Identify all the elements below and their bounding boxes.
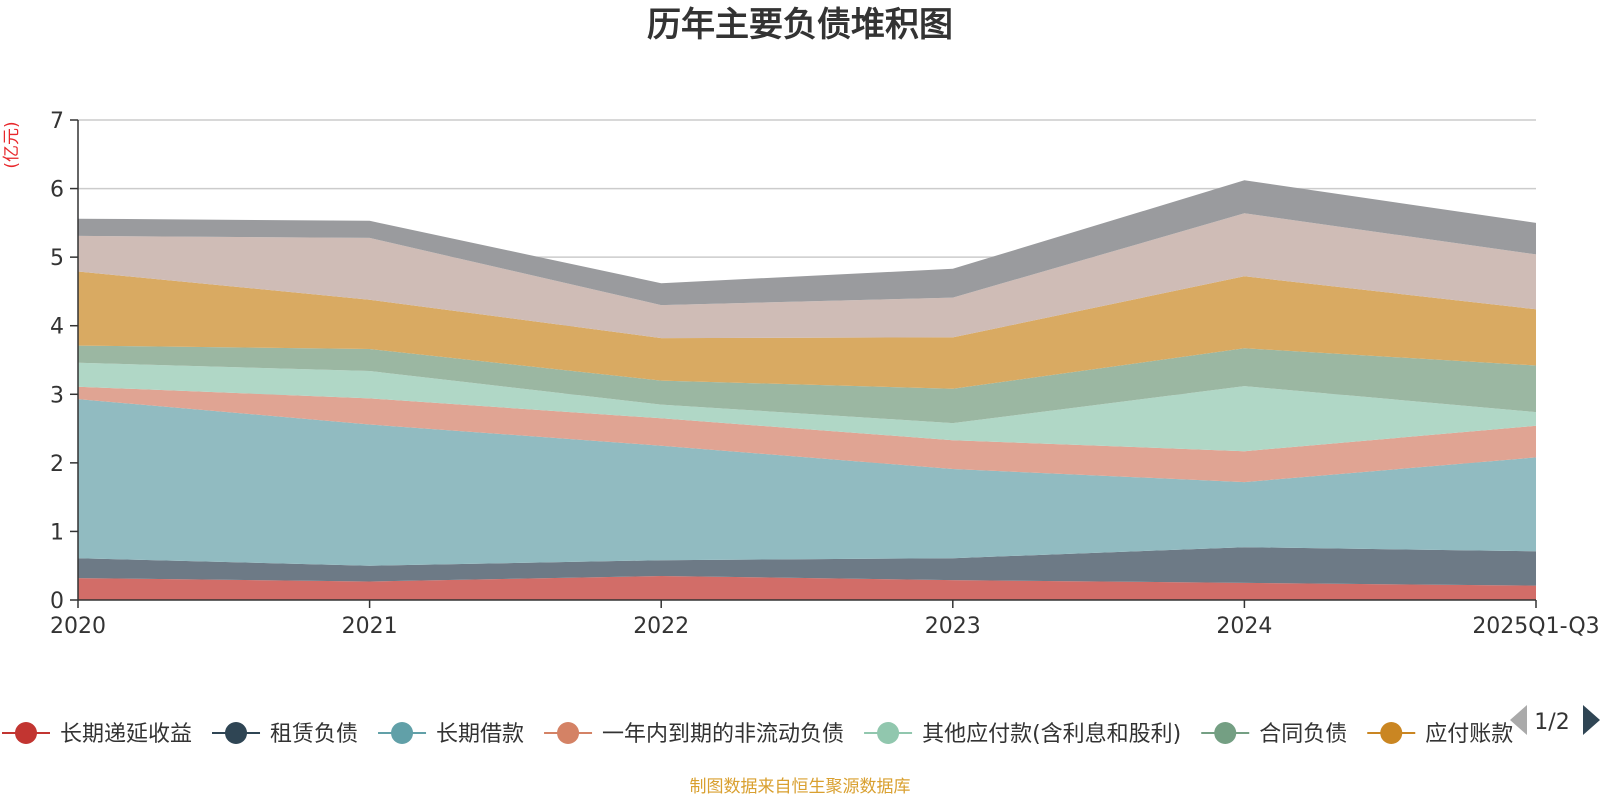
legend-item-5[interactable]: 其他应付款(含利息和股利): [864, 722, 1181, 747]
legend-circle-icon: [15, 722, 37, 744]
legend-circle-icon: [1214, 722, 1237, 744]
area-series-2[interactable]: [78, 547, 1536, 586]
x-tick-label: 2021: [342, 614, 398, 639]
legend-label: 租赁负债: [270, 722, 358, 747]
area-series-5[interactable]: [78, 362, 1536, 452]
legend-circle-icon: [391, 722, 414, 744]
legend-item-3[interactable]: 长期借款: [378, 722, 524, 747]
legend-next-page-icon[interactable]: [1583, 705, 1600, 735]
legend-circle-icon: [1380, 722, 1403, 744]
area-series-4[interactable]: [78, 386, 1536, 483]
y-tick-label: 7: [50, 109, 64, 134]
x-tick-label: 2022: [633, 614, 689, 639]
y-tick-label: 5: [50, 246, 64, 271]
legend-label: 长期借款: [436, 722, 524, 747]
legend-circle-icon: [877, 722, 900, 744]
y-tick-label: 6: [50, 178, 64, 203]
legend-pager: 1/2: [1510, 705, 1600, 735]
area-series-8[interactable]: [78, 213, 1536, 339]
area-series-1[interactable]: [78, 576, 1536, 600]
legend-item-1[interactable]: 长期递延收益: [2, 722, 192, 747]
x-axis-ticks: 2020 2021 2022 2023 2024 2025Q1-Q3: [50, 600, 1600, 639]
legend-label: 长期递延收益: [60, 722, 192, 747]
area-series-layer: [78, 180, 1536, 600]
legend-item-4[interactable]: 一年内到期的非流动负债: [544, 722, 844, 747]
y-axis-ticks: 0 1 2 3 4 5 6 7: [50, 109, 78, 614]
legend-label: 合同负债: [1259, 722, 1347, 747]
data-source-note: 制图数据来自恒生聚源数据库: [690, 777, 911, 797]
x-tick-label: 2025Q1-Q3: [1472, 614, 1599, 639]
y-tick-label: 2: [50, 452, 64, 477]
legend-circle-icon: [557, 722, 580, 744]
area-series-6[interactable]: [78, 345, 1536, 424]
x-tick-label: 2020: [50, 614, 106, 639]
x-tick-label: 2023: [925, 614, 981, 639]
y-tick-label: 0: [50, 589, 64, 614]
legend-item-7[interactable]: 应付账款: [1367, 722, 1513, 747]
area-series-3[interactable]: [78, 399, 1536, 566]
y-tick-label: 1: [50, 520, 64, 545]
legend-item-2[interactable]: 租赁负债: [212, 722, 358, 747]
x-tick-label: 2024: [1216, 614, 1272, 639]
legend-page-indicator: 1/2: [1534, 710, 1569, 735]
legend-prev-page-icon[interactable]: [1510, 705, 1527, 735]
legend-circle-icon: [225, 722, 248, 744]
legend-item-6[interactable]: 合同负债: [1201, 722, 1347, 747]
legend-label: 一年内到期的非流动负债: [602, 722, 844, 747]
area-series-7[interactable]: [78, 271, 1536, 389]
legend[interactable]: 长期递延收益 租赁负债 长期借款 一年内到期的非流动负债 其他应付款(含利息和股利) 合同…: [2, 722, 1513, 747]
y-tick-label: 4: [50, 315, 64, 340]
y-axis-unit-label: (亿元): [2, 121, 22, 168]
area-series-9[interactable]: [78, 180, 1536, 306]
axes: [77, 120, 1536, 601]
y-tick-label: 3: [50, 383, 64, 408]
chart-title: 历年主要负债堆积图: [647, 5, 953, 45]
legend-label: 应付账款: [1425, 722, 1513, 747]
legend-label: 其他应付款(含利息和股利): [922, 722, 1181, 747]
